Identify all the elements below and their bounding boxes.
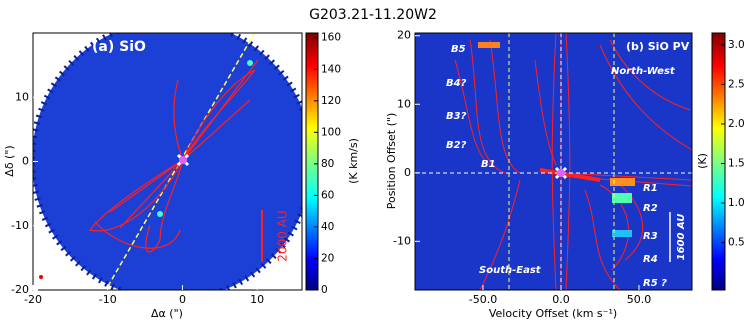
annotation: North-West [611, 66, 676, 77]
colorbar [305, 32, 319, 291]
annotation: R3 [643, 231, 658, 242]
pv-image [415, 33, 692, 290]
figure-title: G203.21-11.20W2 [309, 7, 437, 23]
annotation: South-East [479, 265, 542, 276]
colorbar-tick-label: 80 [321, 158, 334, 170]
colorbar-tick-label: 60 [321, 189, 334, 201]
y-tick-label: -20 [11, 283, 29, 296]
annotation: R2 [643, 203, 658, 214]
annotation: R5 ? [643, 278, 667, 289]
annotation: B4? [446, 78, 467, 89]
annotation: B3? [446, 111, 467, 122]
x-tick-label: -10 [99, 293, 117, 306]
colorbar-tick-label: 0 [321, 284, 328, 296]
y-tick-label: 0 [404, 166, 411, 179]
x-axis-title: Δα (") [151, 307, 183, 320]
annotation: B2? [446, 140, 467, 151]
colorbar-tick-label: 1.0 [728, 197, 745, 209]
x-tick-label: 0 [179, 293, 186, 306]
colorbar-tick-label: 3.0 [728, 39, 745, 51]
y-tick-label: -10 [393, 234, 411, 247]
colorbar-title: (K) [696, 153, 709, 169]
annotation: R1 [643, 183, 658, 194]
x-tick-label: 10 [250, 293, 264, 306]
annotation: B5 [451, 44, 466, 55]
x-tick-label: -50.0 [469, 293, 497, 306]
x-tick-label: 0.0 [552, 293, 570, 306]
map-image [33, 33, 302, 290]
colorbar-title: (K km/s) [347, 138, 360, 184]
colorbar-tick-label: 2.5 [728, 78, 745, 90]
panel-label: (a) SiO [92, 39, 146, 55]
colorbar-tick-label: 1.5 [728, 157, 745, 169]
y-tick-label: 10 [15, 90, 29, 103]
y-tick-label: 0 [22, 155, 29, 168]
colorbar-tick-label: 120 [321, 95, 341, 107]
colorbar-tick-label: 160 [321, 32, 341, 44]
x-tick-label: 50.0 [627, 293, 652, 306]
x-axis-title: Velocity Offset (km s⁻¹) [489, 307, 617, 320]
annotation: B1 [481, 159, 496, 170]
panel-label: (b) SiO PV [626, 40, 690, 53]
y-axis-title: Δδ (") [3, 145, 16, 176]
colorbar-tick-label: 0.5 [728, 237, 745, 249]
colorbar-tick-label: 140 [321, 63, 341, 75]
annotation: R4 [643, 254, 658, 265]
colorbar [711, 32, 726, 291]
colorbar-tick-label: 100 [321, 126, 341, 138]
y-tick-label: -10 [11, 219, 29, 232]
colorbar-tick-label: 20 [321, 252, 334, 264]
colorbar-tick-label: 2.0 [728, 118, 745, 130]
y-tick-label: 10 [397, 97, 411, 110]
scale-label: 1600 AU [676, 214, 687, 261]
plot-frame [414, 32, 693, 291]
y-axis-title: Position Offset (") [385, 113, 398, 210]
y-tick-label: 20 [397, 29, 411, 42]
colorbar-tick-label: 40 [321, 221, 334, 233]
scale-label: 2000 AU [276, 210, 290, 261]
x-tick-label: -20 [24, 293, 42, 306]
